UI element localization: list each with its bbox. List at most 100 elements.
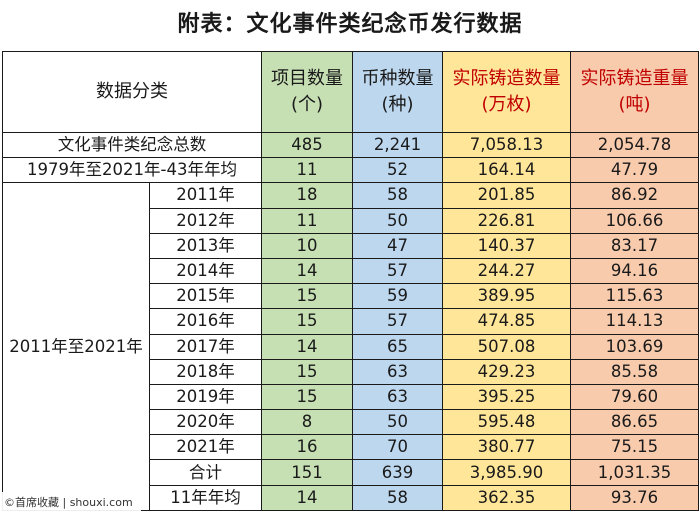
table-row: 2013年 10 47 140.37 83.17 (3, 232, 699, 259)
header-mint-weight: 实际铸造重量 (吨) (570, 51, 699, 133)
type-count-cell: 639 (352, 459, 443, 486)
year-label: 2016年 (149, 308, 262, 335)
mint-count-cell: 201.85 (442, 182, 571, 209)
year-label: 2011年 (149, 182, 262, 209)
item-count-cell: 15 (261, 358, 353, 385)
table-row: 2020年 8 50 595.48 86.65 (3, 409, 699, 436)
mint-weight-cell: 47.79 (570, 157, 699, 184)
type-count-cell: 58 (352, 484, 443, 511)
item-count-cell: 14 (261, 484, 353, 511)
header-type-count-line1: 币种数量 (361, 68, 434, 89)
mint-count-cell: 226.81 (442, 207, 571, 234)
mint-weight-cell: 93.76 (570, 484, 699, 511)
mint-count-cell: 429.23 (442, 358, 571, 385)
mint-count-cell: 3,985.90 (442, 459, 571, 486)
mint-count-cell: 380.77 (442, 434, 571, 461)
header-item-count-line1: 项目数量 (271, 68, 343, 89)
mint-count-cell: 395.25 (442, 383, 571, 411)
type-count-cell: 70 (352, 434, 443, 461)
mint-count-cell: 7,058.13 (442, 131, 571, 159)
year-label: 11年年均 (149, 484, 262, 511)
year-label: 2013年 (149, 232, 262, 259)
table-row: 2011年至2021年 2011年 18 58 201.85 86.92 (2, 182, 699, 511)
item-count-cell: 15 (261, 283, 353, 310)
mint-weight-cell: 1,031.35 (570, 459, 699, 486)
header-category: 数据分类 (2, 51, 262, 133)
table-row: 2012年 11 50 226.81 106.66 (3, 207, 699, 234)
mint-count-cell: 389.95 (442, 283, 571, 310)
item-count-cell: 10 (261, 232, 353, 259)
type-count-cell: 58 (352, 182, 443, 209)
mint-count-cell: 140.37 (442, 232, 571, 259)
mint-weight-cell: 86.65 (570, 409, 699, 436)
type-count-cell: 50 (352, 409, 443, 436)
type-count-cell: 57 (352, 308, 443, 335)
row-label: 1979年至2021年-43年年均 (2, 157, 262, 184)
item-count-cell: 18 (261, 182, 353, 209)
row-label: 文化事件类纪念总数 (2, 131, 262, 159)
mint-weight-cell: 83.17 (570, 232, 699, 259)
header-item-count: 项目数量 (个) (261, 51, 353, 133)
header-mint-count-line1: 实际铸造数量 (452, 68, 561, 89)
type-count-cell: 50 (352, 207, 443, 234)
table-row: 2015年 15 59 389.95 115.63 (3, 283, 699, 310)
item-count-cell: 485 (261, 131, 353, 159)
mint-count-cell: 595.48 (442, 409, 571, 436)
year-label: 2015年 (149, 283, 262, 310)
type-count-cell: 47 (352, 232, 443, 259)
item-count-cell: 8 (261, 409, 353, 436)
page-title: 附表：文化事件类纪念币发行数据 (177, 12, 523, 37)
summary-row: 1979年至2021年-43年年均 11 52 164.14 47.79 (2, 157, 699, 184)
item-count-cell: 11 (261, 157, 353, 184)
year-label: 合计 (149, 459, 262, 486)
group-label: 2011年至2021年 (2, 182, 150, 511)
mint-count-cell: 164.14 (442, 157, 571, 184)
mint-weight-cell: 2,054.78 (570, 131, 699, 159)
item-count-cell: 14 (261, 333, 353, 360)
mint-count-cell: 244.27 (442, 257, 571, 285)
mint-count-cell: 362.35 (442, 484, 571, 511)
mint-count-cell: 507.08 (442, 333, 571, 360)
type-count-cell: 57 (352, 257, 443, 285)
year-label: 2018年 (149, 358, 262, 385)
type-count-cell: 63 (352, 383, 443, 411)
item-count-cell: 151 (261, 459, 353, 486)
year-label: 2020年 (149, 409, 262, 436)
header-type-count: 币种数量 (种) (352, 51, 443, 133)
mint-weight-cell: 85.58 (570, 358, 699, 385)
year-label: 2014年 (149, 257, 262, 285)
header-mint-weight-line2: (吨) (618, 94, 651, 115)
mint-weight-cell: 114.13 (570, 308, 699, 335)
summary-row: 文化事件类纪念总数 485 2,241 7,058.13 2,054.78 (2, 131, 699, 159)
header-row: 数据分类 项目数量 (个) 币种数量 (种) 实际铸造数量 (万枚) 实际铸造重… (2, 51, 699, 133)
item-count-cell: 16 (261, 434, 353, 461)
year-label: 2012年 (149, 207, 262, 234)
mint-weight-cell: 115.63 (570, 283, 699, 310)
type-count-cell: 63 (352, 358, 443, 385)
mint-weight-cell: 103.69 (570, 333, 699, 360)
mint-weight-cell: 94.16 (570, 257, 699, 285)
type-count-cell: 59 (352, 283, 443, 310)
type-count-cell: 65 (352, 333, 443, 360)
item-count-cell: 15 (261, 308, 353, 335)
header-mint-count-line2: (万枚) (481, 94, 532, 115)
table-row: 合计 151 639 3,985.90 1,031.35 (3, 459, 699, 486)
year-label: 2019年 (149, 383, 262, 411)
item-count-cell: 11 (261, 207, 353, 234)
header-type-count-line2: (种) (381, 94, 414, 115)
year-label: 2017年 (149, 333, 262, 360)
type-count-cell: 52 (352, 157, 443, 184)
coin-data-table: 数据分类 项目数量 (个) 币种数量 (种) 实际铸造数量 (万枚) 实际铸造重… (2, 51, 699, 511)
table-row: 2014年 14 57 244.27 94.16 (3, 257, 699, 285)
table-row: 2021年 16 70 380.77 75.15 (3, 434, 699, 461)
table-row: 2017年 14 65 507.08 103.69 (3, 333, 699, 360)
table-row: 11年年均 14 58 362.35 93.76 (3, 484, 699, 511)
mint-weight-cell: 79.60 (570, 383, 699, 411)
mint-count-cell: 474.85 (442, 308, 571, 335)
mint-weight-cell: 75.15 (570, 434, 699, 461)
header-item-count-line2: (个) (290, 94, 324, 115)
watermark: ©首席收藏 | shouxi.com (0, 492, 141, 514)
item-count-cell: 15 (261, 383, 353, 411)
mint-weight-cell: 106.66 (570, 207, 699, 234)
table-body: 数据分类 项目数量 (个) 币种数量 (种) 实际铸造数量 (万枚) 实际铸造重… (2, 51, 699, 511)
